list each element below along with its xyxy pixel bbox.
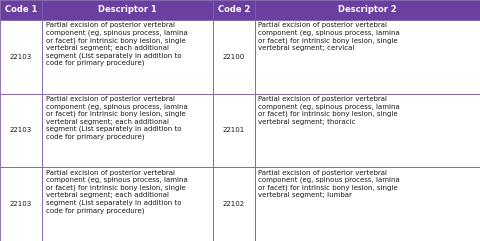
Bar [255,0,480,20]
Bar [213,167,255,241]
Bar [0,20,42,94]
Bar [255,94,480,167]
Bar [0,0,42,20]
Text: Code 1: Code 1 [5,5,37,14]
Bar [42,94,213,167]
Text: Descriptor 2: Descriptor 2 [338,5,397,14]
Text: Partial excision of posterior vertebral
component (eg, spinous process, lamina
o: Partial excision of posterior vertebral … [258,22,400,51]
Text: 22103: 22103 [10,54,32,60]
Bar [213,20,255,94]
Bar [213,94,255,167]
Text: Partial excision of posterior vertebral
component (eg, spinous process, lamina
o: Partial excision of posterior vertebral … [46,22,187,67]
Bar [255,20,480,94]
Text: Partial excision of posterior vertebral
component (eg, spinous process, lamina
o: Partial excision of posterior vertebral … [46,170,187,214]
Bar [0,167,42,241]
Text: Partial excision of posterior vertebral
component (eg, spinous process, lamina
o: Partial excision of posterior vertebral … [46,96,187,140]
Bar [213,0,255,20]
Text: 22102: 22102 [223,201,245,207]
Text: 22103: 22103 [10,201,32,207]
Text: 22100: 22100 [223,54,245,60]
Bar [0,94,42,167]
Text: Descriptor 1: Descriptor 1 [98,5,157,14]
Text: 22103: 22103 [10,127,32,133]
Text: Partial excision of posterior vertebral
component (eg, spinous process, lamina
o: Partial excision of posterior vertebral … [258,170,400,198]
Text: Code 2: Code 2 [217,5,250,14]
Bar [42,167,213,241]
Text: Partial excision of posterior vertebral
component (eg, spinous process, lamina
o: Partial excision of posterior vertebral … [258,96,400,125]
Bar [255,167,480,241]
Text: 22101: 22101 [223,127,245,133]
Bar [42,0,213,20]
Bar [42,20,213,94]
